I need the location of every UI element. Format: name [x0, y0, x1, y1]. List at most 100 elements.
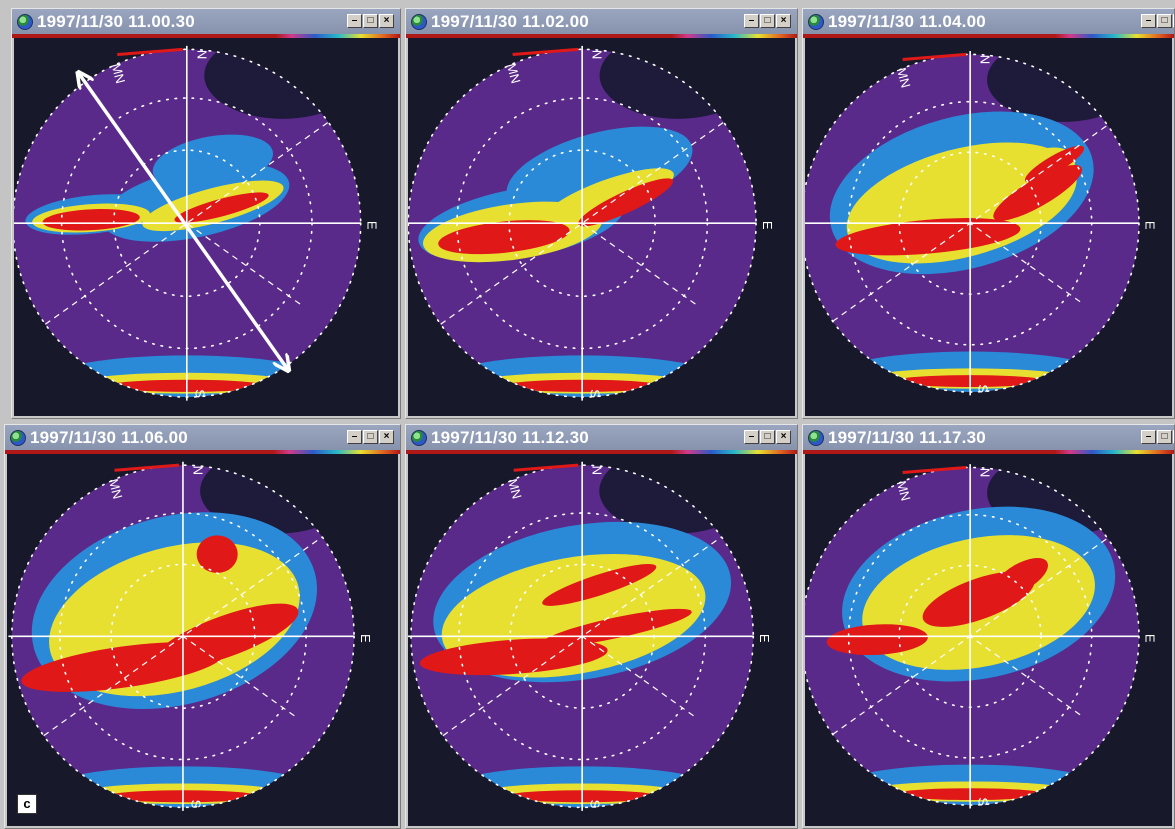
compass-mn-label: MN	[894, 479, 914, 502]
compass-n-label: N	[590, 466, 605, 475]
globe-icon	[808, 13, 824, 30]
window-titlebar[interactable]: 1997/11/30 11.00.30 – □ ×	[12, 9, 400, 34]
allsky-image: NSEWMN	[805, 38, 1172, 416]
window-titlebar[interactable]: 1997/11/30 11.04.00 – □ ×	[803, 9, 1174, 34]
maximize-button[interactable]: □	[1157, 430, 1172, 444]
allsky-svg: NSEWMN	[805, 464, 1158, 809]
star-trail	[902, 52, 967, 61]
compass-n-label: N	[194, 50, 209, 59]
compass-w-label: W	[7, 632, 10, 645]
minimize-button[interactable]: –	[744, 430, 759, 444]
window-title: 1997/11/30 11.02.00	[431, 11, 589, 31]
window-titlebar[interactable]: 1997/11/30 11.06.00 – □ ×	[5, 425, 400, 450]
minimize-button[interactable]: –	[347, 14, 362, 28]
allsky-image: N S E W MN	[408, 454, 795, 826]
globe-icon	[808, 429, 824, 446]
compass-s-label: S	[976, 797, 991, 806]
close-button[interactable]: ×	[776, 430, 791, 444]
grid-diagonal	[442, 536, 722, 737]
window-titlebar[interactable]: 1997/11/30 11.02.00 – □ ×	[406, 9, 797, 34]
allsky-image: NSEWMN	[805, 454, 1172, 826]
globe-icon	[411, 429, 427, 446]
aurora-band	[542, 168, 674, 226]
compass-s-label: S	[976, 384, 991, 393]
allsky-svg: N S E W MN	[7, 461, 373, 811]
close-button[interactable]: ×	[776, 14, 791, 28]
color-scale-bar	[5, 450, 400, 454]
compass-e-label: E	[757, 634, 772, 643]
window-title: 1997/11/30 11.17.30	[828, 427, 986, 447]
compass-w-label: W	[408, 632, 409, 645]
allsky-image: N S E W MN	[7, 454, 398, 826]
window-controls: – □ ×	[744, 14, 791, 28]
allsky-window-2[interactable]: 1997/11/30 11.02.00 – □ × NSEWMN	[405, 8, 798, 419]
compass-e-label: E	[1143, 634, 1158, 643]
globe-icon	[17, 13, 33, 30]
window-title: 1997/11/30 11.12.30	[431, 427, 589, 447]
star-trail	[513, 463, 579, 472]
star-trail	[902, 465, 967, 475]
allsky-window-1[interactable]: 1997/11/30 11.00.30 – □ × NSEWMN	[11, 8, 401, 419]
compass-s-label: S	[588, 800, 603, 809]
aurora-band	[993, 558, 1048, 597]
window-controls: – □ ×	[347, 430, 394, 444]
grid-diagonal	[440, 121, 725, 325]
close-button[interactable]: ×	[1173, 430, 1174, 444]
allsky-window-6[interactable]: 1997/11/30 11.17.30 – □ × NSEWMN	[802, 424, 1175, 829]
grid-diagonal	[581, 635, 694, 717]
aurora-band	[438, 220, 570, 255]
aurora-band	[835, 218, 1021, 256]
dark-sky	[987, 54, 1139, 122]
compass-n-label: N	[978, 55, 993, 64]
window-title: 1997/11/30 11.00.30	[37, 11, 195, 31]
allsky-window-4[interactable]: 1997/11/30 11.06.00 – □ × N S E W MN c	[4, 424, 401, 829]
close-button[interactable]: ×	[379, 14, 394, 28]
minimize-button[interactable]: –	[1141, 14, 1156, 28]
star-trail	[114, 463, 180, 472]
maximize-button[interactable]: □	[1157, 14, 1172, 28]
maximize-button[interactable]: □	[760, 14, 775, 28]
window-controls: – □ ×	[1141, 14, 1174, 28]
aurora-band	[993, 164, 1083, 221]
globe-icon	[10, 429, 26, 446]
compass-mn-label: MN	[106, 477, 126, 500]
allsky-svg: NSEWMN	[805, 51, 1158, 396]
grid-diagonal	[969, 635, 1081, 716]
minimize-button[interactable]: –	[744, 14, 759, 28]
star-trail	[512, 47, 579, 57]
globe-icon	[411, 13, 427, 30]
window-title: 1997/11/30 11.04.00	[828, 11, 986, 31]
allsky-svg: NSEWMN	[408, 45, 775, 401]
compass-e-label: E	[760, 221, 775, 230]
minimize-button[interactable]: –	[1141, 430, 1156, 444]
compass-s-label: S	[189, 800, 204, 809]
color-scale-bar	[406, 450, 797, 454]
aurora-band	[578, 178, 674, 227]
maximize-button[interactable]: □	[760, 430, 775, 444]
maximize-button[interactable]: □	[363, 14, 378, 28]
minimize-button[interactable]: –	[347, 430, 362, 444]
compass-s-label: S	[588, 389, 603, 398]
window-controls: – □ ×	[1141, 430, 1174, 444]
grid-diagonal	[581, 222, 696, 305]
grid-diagonal	[969, 222, 1081, 303]
window-controls: – □ ×	[744, 430, 791, 444]
close-button[interactable]: ×	[379, 430, 394, 444]
allsky-window-5[interactable]: 1997/11/30 11.12.30 – □ × N S E W MN	[405, 424, 798, 829]
compass-n-label: N	[978, 468, 993, 477]
close-button[interactable]: ×	[1173, 14, 1174, 28]
window-titlebar[interactable]: 1997/11/30 11.12.30 – □ ×	[406, 425, 797, 450]
compass-e-label: E	[365, 221, 380, 230]
compass-mn-label: MN	[505, 477, 525, 500]
maximize-button[interactable]: □	[363, 430, 378, 444]
allsky-image: NSEWMN	[408, 38, 795, 416]
aurora-band	[826, 624, 928, 656]
allsky-image: NSEWMN	[14, 38, 398, 416]
double-arrow	[79, 74, 288, 370]
aurora-band	[541, 608, 692, 647]
compass-e-label: E	[358, 634, 373, 643]
compass-n-label: N	[191, 466, 206, 475]
allsky-window-3[interactable]: 1997/11/30 11.04.00 – □ × NSEWMN	[802, 8, 1175, 419]
compass-n-label: N	[590, 50, 605, 59]
window-titlebar[interactable]: 1997/11/30 11.17.30 – □ ×	[803, 425, 1174, 450]
